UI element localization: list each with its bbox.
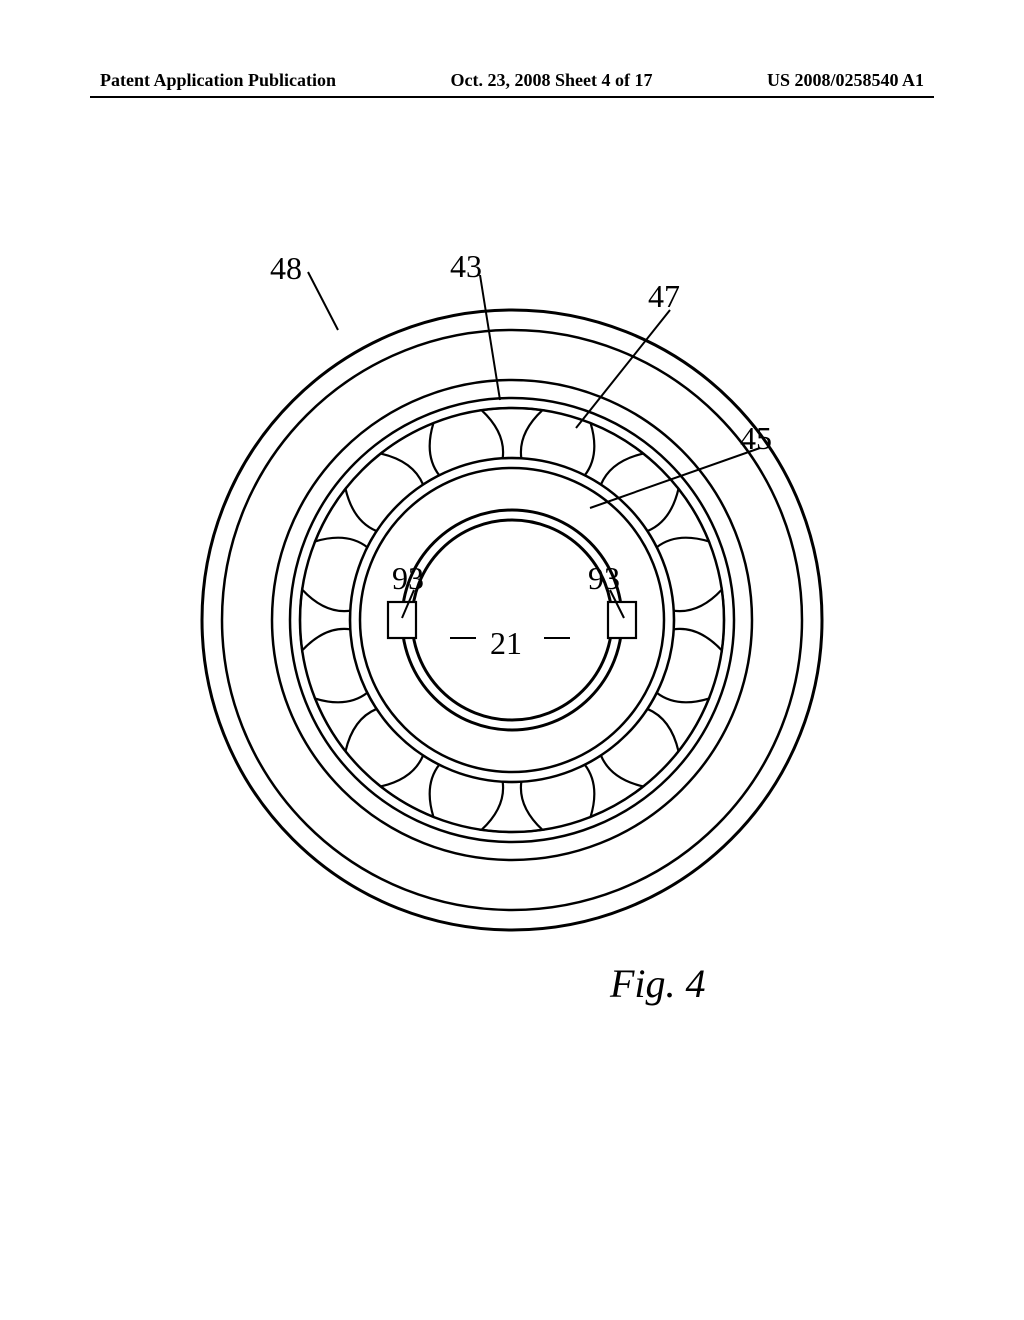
ref-label-47: 47 xyxy=(648,278,680,315)
page: Patent Application Publication Oct. 23, … xyxy=(0,0,1024,1320)
ref-label-21: 21 xyxy=(490,625,522,662)
ref-label-93: 93 xyxy=(588,560,620,597)
ref-label-45: 45 xyxy=(740,420,772,457)
ref-label-43: 43 xyxy=(450,248,482,285)
ref-label-93: 93 xyxy=(392,560,424,597)
ref-label-48: 48 xyxy=(270,250,302,287)
figure-label: Fig. 4 xyxy=(610,960,706,1007)
